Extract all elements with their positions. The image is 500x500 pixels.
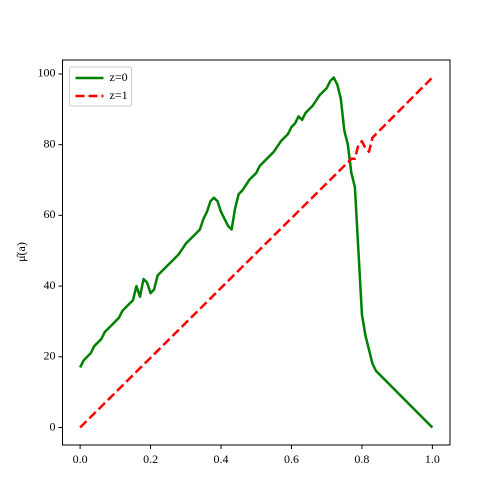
y-tick-label: 40 [44, 278, 56, 292]
x-tick-label: 0.6 [284, 452, 299, 466]
axes-frame [62, 59, 451, 446]
x-tick-label: 0.2 [143, 452, 158, 466]
x-tick-label: 1.0 [425, 452, 440, 466]
y-tick-label: 80 [44, 136, 56, 150]
series-line [79, 76, 434, 429]
y-tick-label: 0 [50, 419, 56, 433]
y-tick-label: 100 [38, 66, 56, 80]
legend-label: z=0 [110, 70, 128, 84]
y-tick-label: 60 [44, 207, 56, 221]
series-line [78, 76, 434, 429]
x-tick-label: 0.8 [354, 452, 369, 466]
y-tick-label: 20 [44, 349, 56, 363]
legend-label: z=1 [110, 88, 128, 102]
x-tick-label: 0.0 [73, 452, 88, 466]
y-axis-label: μ̂(a) [14, 242, 28, 262]
x-tick-label: 0.4 [214, 452, 229, 466]
